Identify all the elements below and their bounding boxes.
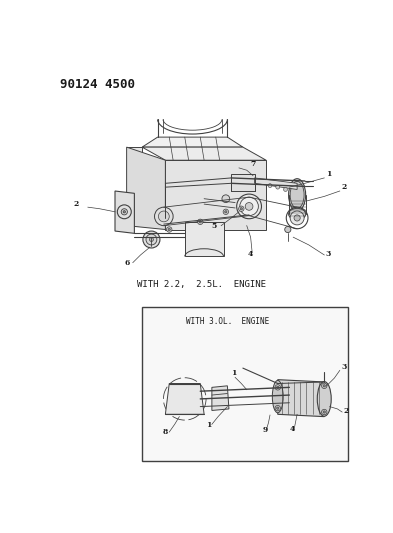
Ellipse shape: [321, 383, 327, 389]
Text: 7: 7: [251, 160, 256, 168]
Polygon shape: [185, 222, 224, 256]
Ellipse shape: [272, 381, 283, 413]
Ellipse shape: [285, 227, 291, 232]
Ellipse shape: [158, 211, 169, 222]
Polygon shape: [165, 160, 266, 230]
Text: 1: 1: [231, 369, 237, 377]
Ellipse shape: [239, 206, 244, 212]
Ellipse shape: [284, 188, 287, 191]
Ellipse shape: [146, 234, 157, 245]
Text: 1: 1: [326, 171, 331, 179]
Ellipse shape: [288, 208, 306, 220]
Text: 6: 6: [124, 259, 130, 267]
Polygon shape: [142, 137, 243, 147]
Ellipse shape: [149, 238, 153, 241]
Ellipse shape: [154, 207, 173, 225]
Polygon shape: [115, 191, 134, 233]
Ellipse shape: [275, 385, 281, 390]
Text: 2: 2: [343, 407, 349, 415]
Bar: [142, 306, 347, 461]
Ellipse shape: [168, 228, 171, 231]
Text: 3: 3: [326, 251, 331, 259]
Polygon shape: [142, 147, 266, 160]
Text: 2: 2: [74, 200, 79, 208]
Ellipse shape: [317, 382, 331, 416]
Ellipse shape: [277, 386, 279, 389]
Ellipse shape: [323, 411, 325, 413]
Polygon shape: [231, 174, 255, 191]
Ellipse shape: [277, 407, 279, 409]
Ellipse shape: [240, 197, 258, 216]
Text: 4: 4: [248, 251, 253, 259]
Ellipse shape: [167, 227, 172, 232]
Polygon shape: [255, 178, 297, 189]
Ellipse shape: [290, 181, 304, 208]
Ellipse shape: [276, 185, 280, 189]
Text: 2: 2: [341, 183, 347, 191]
Text: 1: 1: [206, 421, 212, 429]
Text: 5: 5: [212, 222, 217, 230]
Ellipse shape: [198, 219, 203, 224]
Text: WITH 2.2,  2.5L.  ENGINE: WITH 2.2, 2.5L. ENGINE: [137, 280, 266, 288]
Ellipse shape: [121, 209, 127, 215]
Ellipse shape: [143, 231, 160, 248]
Ellipse shape: [290, 211, 304, 225]
Polygon shape: [278, 379, 324, 417]
Ellipse shape: [288, 179, 306, 211]
Polygon shape: [127, 147, 165, 230]
Ellipse shape: [321, 409, 327, 415]
Polygon shape: [212, 386, 229, 410]
Text: 3: 3: [341, 363, 347, 371]
Ellipse shape: [173, 387, 196, 410]
Ellipse shape: [225, 211, 227, 213]
Text: 4: 4: [290, 425, 296, 433]
Ellipse shape: [237, 194, 261, 219]
Ellipse shape: [123, 211, 125, 213]
Ellipse shape: [294, 215, 300, 221]
Ellipse shape: [199, 221, 202, 223]
Text: 8: 8: [163, 427, 168, 435]
Polygon shape: [127, 147, 142, 225]
Ellipse shape: [275, 406, 281, 411]
Ellipse shape: [323, 385, 325, 387]
Ellipse shape: [182, 396, 188, 402]
Polygon shape: [165, 384, 204, 414]
Text: 90124 4500: 90124 4500: [60, 78, 135, 91]
Ellipse shape: [223, 209, 229, 214]
Ellipse shape: [245, 203, 253, 210]
Ellipse shape: [178, 392, 192, 406]
Ellipse shape: [222, 195, 230, 203]
Ellipse shape: [240, 207, 242, 210]
Text: WITH 3.OL.  ENGINE: WITH 3.OL. ENGINE: [186, 317, 269, 326]
Ellipse shape: [268, 184, 272, 188]
Text: 9: 9: [262, 426, 268, 434]
